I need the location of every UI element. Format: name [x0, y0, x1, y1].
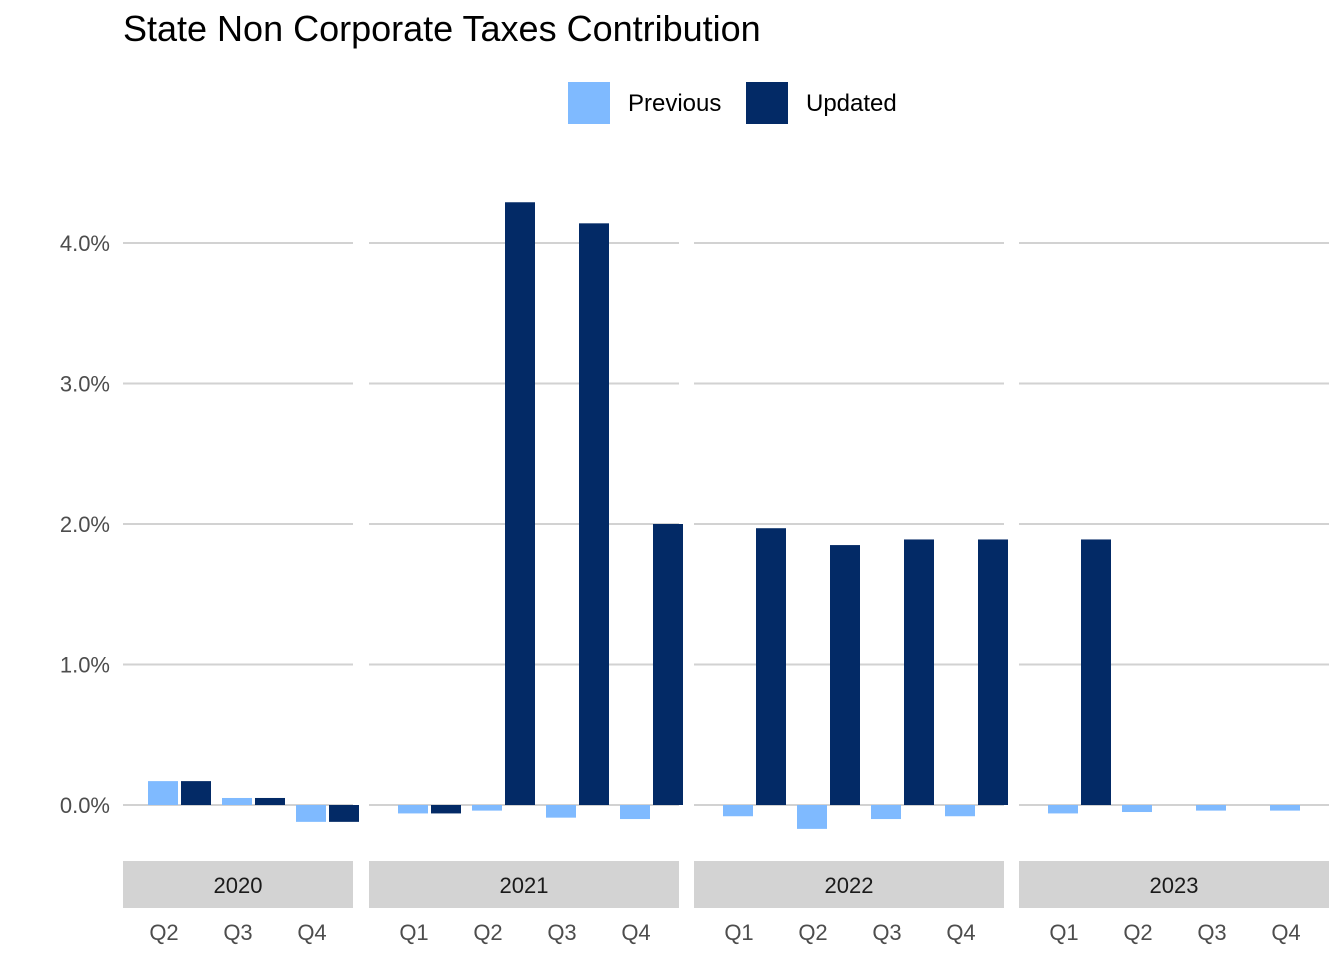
x-tick-label-2021-Q1: Q1 — [399, 920, 428, 945]
x-tick-label-2021-Q3: Q3 — [547, 920, 576, 945]
bar-2022-Q4-updated — [978, 539, 1008, 805]
facet-label-2023: 2023 — [1150, 873, 1199, 898]
bar-2020-Q2-updated — [181, 781, 211, 805]
bar-2022-Q2-updated — [830, 545, 860, 805]
facet-strip-2023 — [1019, 861, 1329, 908]
bar-2022-Q2-previous — [797, 805, 827, 829]
bar-2023-Q4-previous — [1270, 805, 1300, 811]
facet-label-2022: 2022 — [825, 873, 874, 898]
bar-2021-Q1-previous — [398, 805, 428, 814]
bar-2021-Q2-previous — [472, 805, 502, 811]
x-tick-label-2023-Q1: Q1 — [1049, 920, 1078, 945]
chart-title: State Non Corporate Taxes Contribution — [123, 8, 761, 49]
x-tick-label-2022-Q1: Q1 — [724, 920, 753, 945]
x-tick-label-2022-Q2: Q2 — [798, 920, 827, 945]
x-tick-label-2020-Q2: Q2 — [149, 920, 178, 945]
bar-2020-Q3-previous — [222, 797, 252, 805]
legend-swatch-updated — [746, 82, 788, 124]
x-tick-label-2022-Q3: Q3 — [872, 920, 901, 945]
y-tick-label-3: 3.0% — [60, 372, 110, 397]
bar-2022-Q1-updated — [756, 528, 786, 805]
bar-2021-Q4-updated — [653, 524, 683, 805]
facet-label-2021: 2021 — [500, 873, 549, 898]
bar-2020-Q4-previous — [296, 805, 326, 822]
y-tick-label-1: 1.0% — [60, 653, 110, 678]
legend-swatch-previous — [568, 82, 610, 124]
x-tick-label-2020-Q3: Q3 — [223, 920, 252, 945]
y-tick-label-0: 0.0% — [60, 793, 110, 818]
facet-strip-2020 — [123, 861, 353, 908]
x-tick-label-2023-Q3: Q3 — [1197, 920, 1226, 945]
bar-2020-Q3-updated — [255, 797, 285, 805]
bar-2021-Q3-previous — [546, 805, 576, 818]
y-tick-label-2: 2.0% — [60, 512, 110, 537]
bar-2022-Q3-updated — [904, 539, 934, 805]
bar-2023-Q2-previous — [1122, 805, 1152, 813]
x-tick-label-2021-Q2: Q2 — [473, 920, 502, 945]
x-tick-label-2021-Q4: Q4 — [621, 920, 650, 945]
x-tick-label-2020-Q4: Q4 — [297, 920, 326, 945]
bar-2021-Q4-previous — [620, 805, 650, 820]
bar-2021-Q2-updated — [505, 202, 535, 805]
bar-2021-Q1-updated — [431, 805, 461, 814]
legend-label-previous: Previous — [628, 90, 722, 117]
bar-2020-Q2-previous — [148, 781, 178, 805]
bar-2023-Q1-updated — [1081, 539, 1111, 805]
facet-label-2020: 2020 — [214, 873, 263, 898]
x-tick-label-2023-Q4: Q4 — [1271, 920, 1300, 945]
bar-2022-Q1-previous — [723, 805, 753, 817]
facet-strip-2022 — [694, 861, 1004, 908]
x-tick-label-2022-Q4: Q4 — [946, 920, 975, 945]
bar-2022-Q4-previous — [945, 805, 975, 817]
bar-2022-Q3-previous — [871, 805, 901, 820]
bar-2023-Q3-previous — [1196, 805, 1226, 811]
bar-2021-Q3-updated — [579, 223, 609, 805]
legend-label-updated: Updated — [806, 90, 897, 117]
facet-strip-2021 — [369, 861, 679, 908]
bar-2020-Q4-updated — [329, 805, 359, 822]
y-tick-label-4: 4.0% — [60, 231, 110, 256]
x-tick-label-2023-Q2: Q2 — [1123, 920, 1152, 945]
bar-2023-Q1-previous — [1048, 805, 1078, 814]
